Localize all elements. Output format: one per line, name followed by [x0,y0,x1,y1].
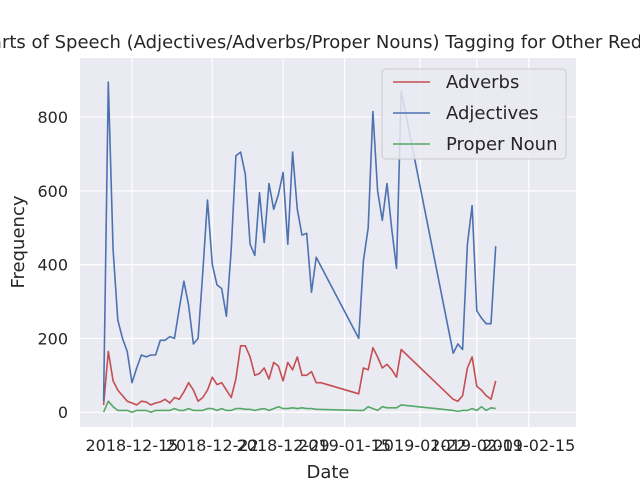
series-line-adjectives [102,81,497,402]
x-axis-ticks: 2018-12-152018-12-222018-12-292019-01-15… [85,436,575,455]
legend-label-adjectives: Adjectives [446,103,539,124]
legend-label-proper-noun: Proper Noun [446,134,557,155]
x-tick-label: 2019-01-15 [298,436,391,455]
series-line-proper-noun [102,400,496,413]
y-tick-label: 600 [37,182,68,201]
legend: Adverbs Adjectives Proper Noun [381,68,567,160]
x-tick-label: 2019-02-15 [482,436,575,455]
legend-label-adverbs: Adverbs [446,72,519,93]
y-tick-label: 200 [37,329,68,348]
series-line-adverbs [102,345,497,406]
legend-box [381,68,567,160]
x-tick-label: 2018-12-15 [85,436,178,455]
y-tick-label: 800 [37,108,68,127]
chart-title: Parts of Speech (Adjectives/Adverbs/Prop… [0,32,640,53]
x-tick-label: 2019-01-22 [374,436,467,455]
x-tick-label: 2019-02-01 [430,436,523,455]
grid [80,58,576,427]
y-tick-label: 0 [58,403,68,422]
x-tick-label: 2018-12-29 [237,436,330,455]
x-axis-label: Date [306,462,349,480]
y-axis-ticks: 0 200 400 600 800 [37,108,68,422]
x-tick-label: 2018-12-22 [166,436,259,455]
y-tick-label: 400 [37,256,68,275]
y-axis-label: Frequency [8,195,29,288]
series-group [102,81,497,413]
